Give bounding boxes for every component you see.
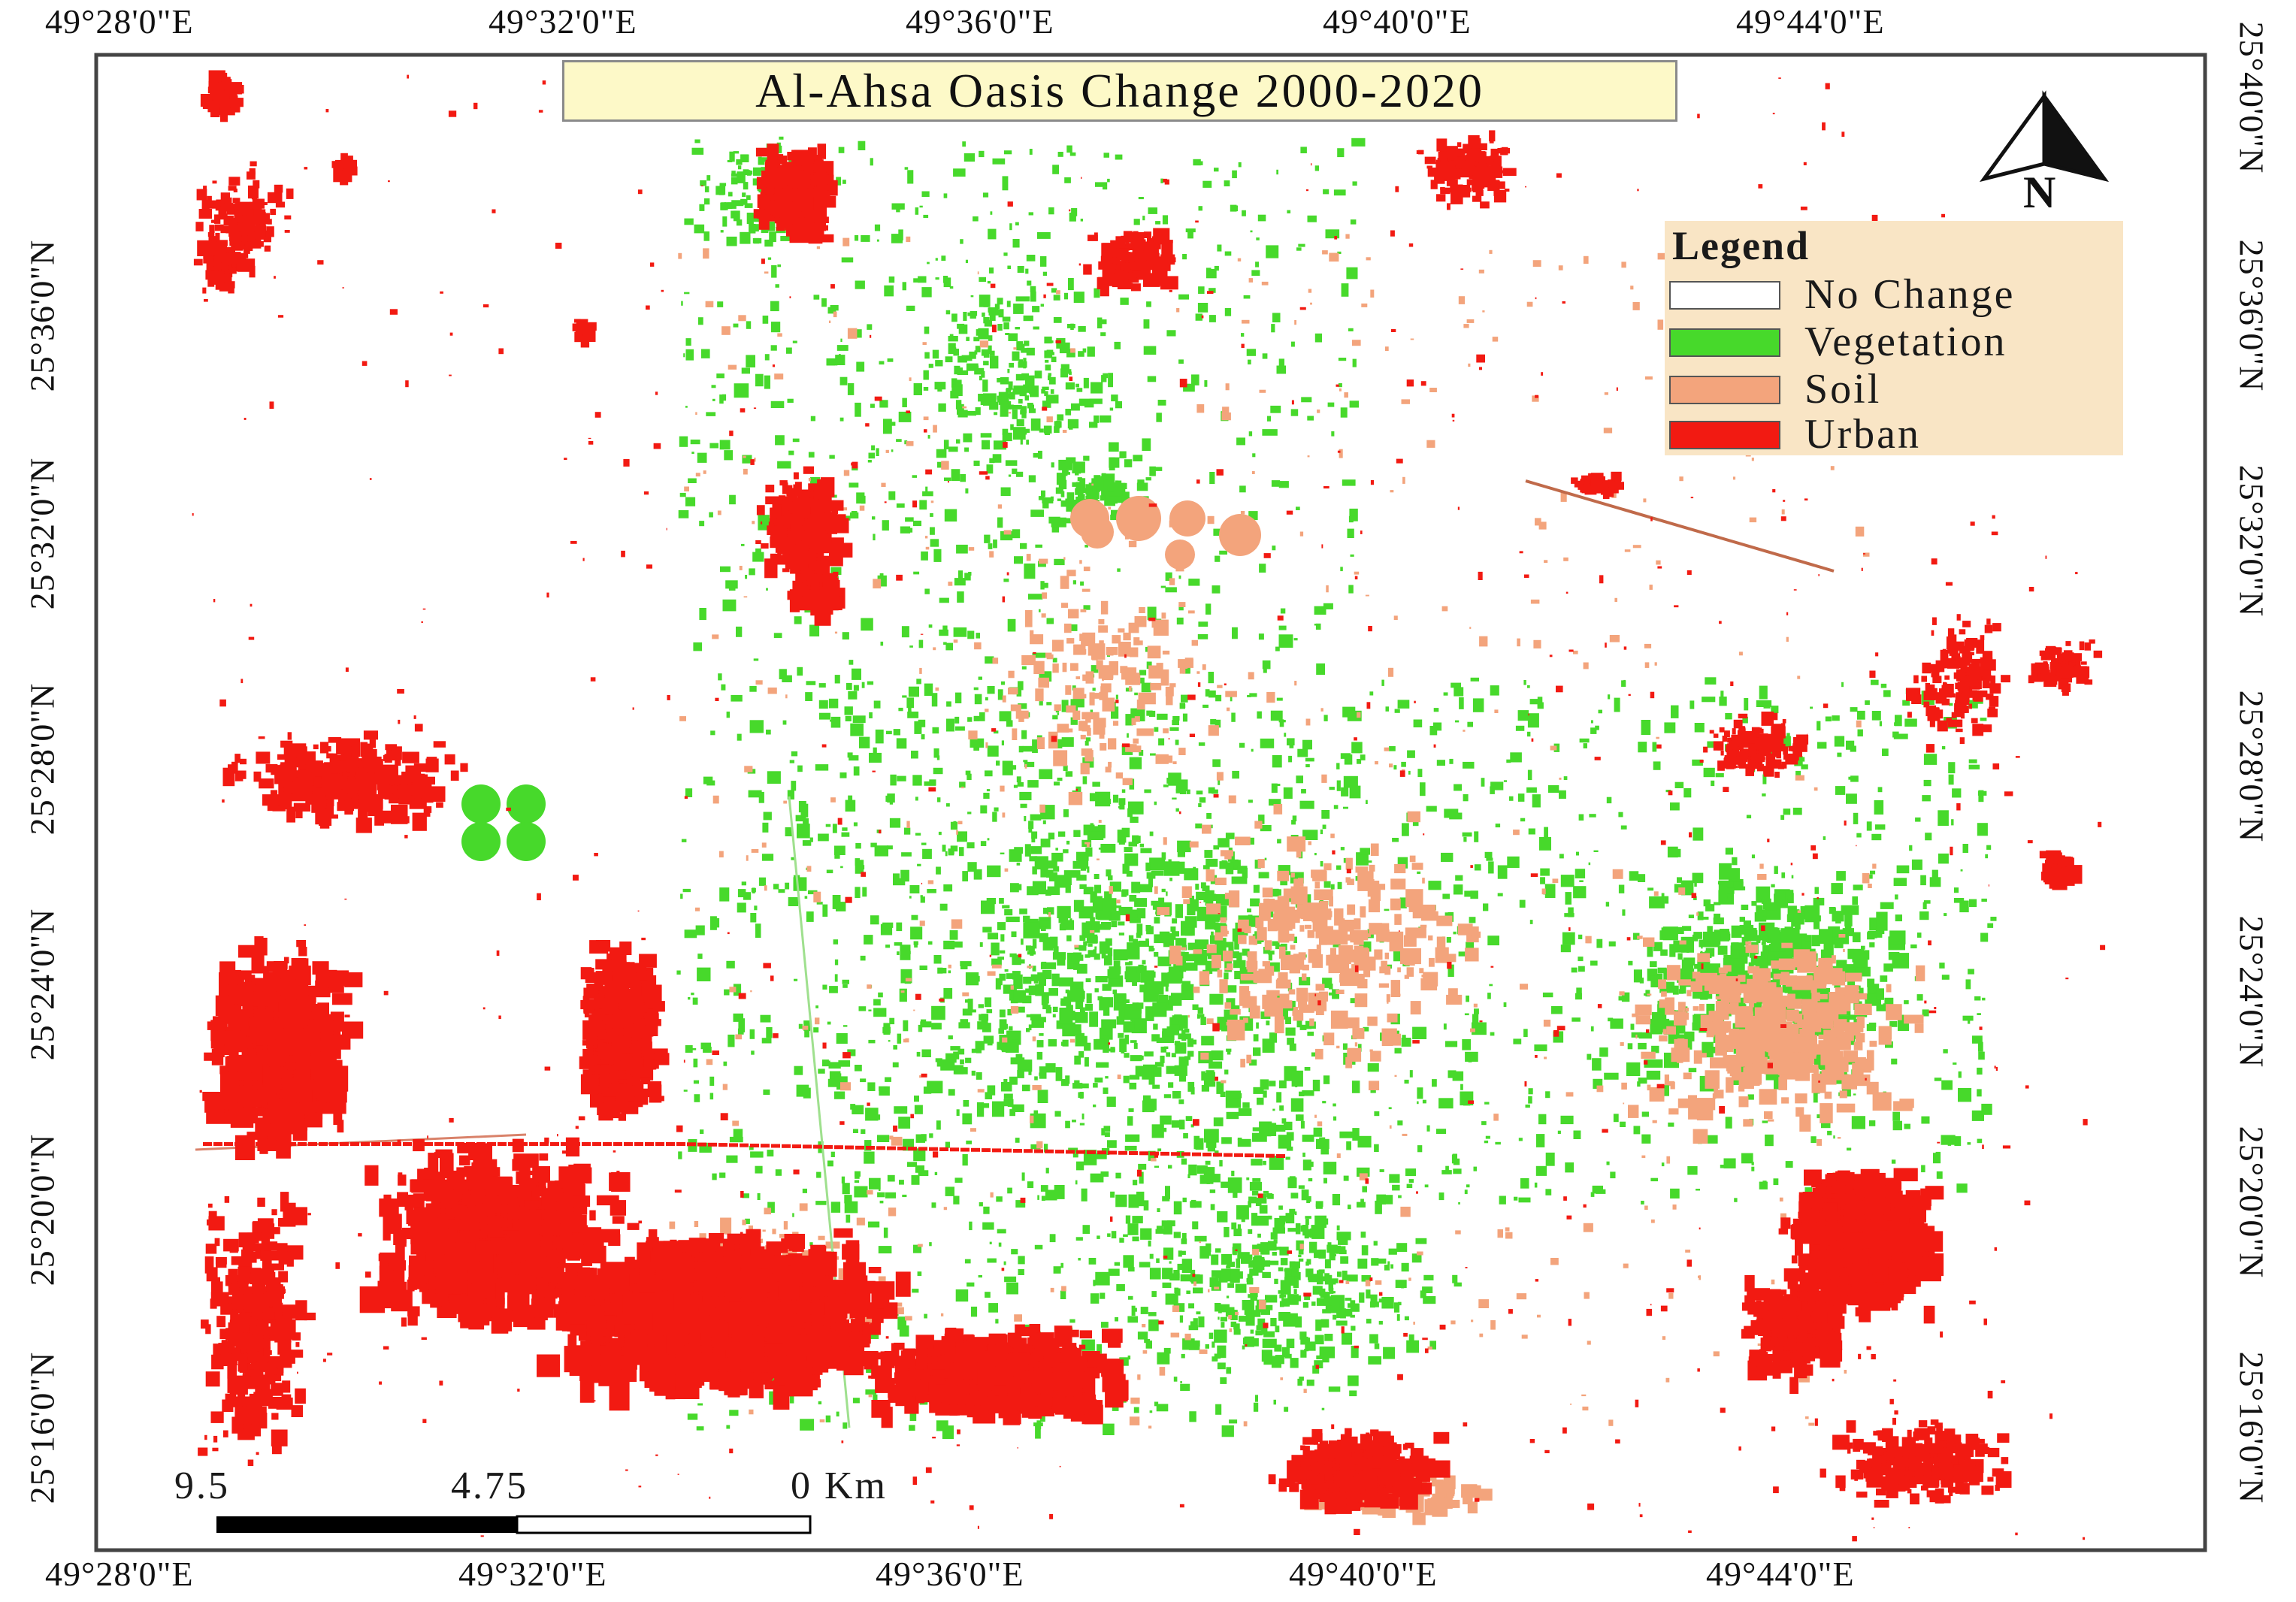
right-latitude-label: 25°40'0"N — [2232, 21, 2271, 174]
legend-label: Urban — [1804, 411, 1921, 458]
top-longitude-label: 49°44'0"E — [1736, 2, 1885, 41]
bottom-longitude-label: 49°44'0"E — [1706, 1555, 1855, 1593]
legend-item-urban: Urban — [1669, 411, 2120, 458]
scale-bar — [216, 1515, 812, 1534]
scale-label: 0 Km — [791, 1464, 888, 1507]
north-label: N — [2023, 168, 2057, 217]
top-longitude-label: 49°40'0"E — [1323, 2, 1472, 41]
map-title: Al-Ahsa Oasis Change 2000-2020 — [562, 60, 1677, 122]
legend-swatch-no-change — [1669, 281, 1780, 310]
legend-label: Soil — [1804, 366, 1882, 413]
bottom-longitude-label: 49°32'0"E — [458, 1555, 607, 1593]
right-latitude-label: 25°16'0"N — [2232, 1351, 2271, 1504]
legend-item-no-change: No Change — [1669, 271, 2120, 318]
scale-label: 9.5 — [174, 1464, 230, 1507]
legend-item-vegetation: Vegetation — [1669, 319, 2120, 365]
land-change-patches — [192, 70, 2108, 1542]
left-latitude-label: 25°28'0"N — [23, 682, 62, 836]
north-arrow-icon — [1979, 90, 2110, 183]
legend: Legend No Change Vegetation Soil Urban — [1665, 221, 2123, 458]
top-longitude-label: 49°28'0"E — [45, 2, 194, 41]
left-latitude-label: 25°20'0"N — [23, 1133, 62, 1286]
legend-swatch-vegetation — [1669, 328, 1780, 357]
right-latitude-label: 25°28'0"N — [2232, 690, 2271, 843]
top-longitude-label: 49°32'0"E — [489, 2, 637, 41]
left-latitude-label: 25°36'0"N — [23, 239, 62, 392]
left-latitude-label: 25°24'0"N — [23, 908, 62, 1061]
top-longitude-label: 49°36'0"E — [906, 2, 1054, 41]
bottom-longitude-label: 49°28'0"E — [45, 1555, 194, 1593]
bottom-longitude-label: 49°40'0"E — [1289, 1555, 1438, 1593]
scale-label: 4.75 — [451, 1464, 528, 1507]
left-latitude-label: 25°32'0"N — [23, 457, 62, 610]
right-latitude-label: 25°24'0"N — [2232, 915, 2271, 1069]
right-latitude-label: 25°32'0"N — [2232, 464, 2271, 618]
left-latitude-label: 25°16'0"N — [23, 1351, 62, 1504]
legend-label: Vegetation — [1804, 319, 2007, 365]
right-latitude-label: 25°36'0"N — [2232, 239, 2271, 392]
legend-swatch-urban — [1669, 421, 1780, 449]
bottom-longitude-label: 49°36'0"E — [876, 1555, 1024, 1593]
legend-swatch-soil — [1669, 376, 1780, 404]
legend-item-soil: Soil — [1669, 366, 2120, 413]
right-latitude-label: 25°20'0"N — [2232, 1126, 2271, 1279]
legend-title: Legend — [1672, 223, 1810, 268]
legend-label: No Change — [1804, 271, 2016, 318]
